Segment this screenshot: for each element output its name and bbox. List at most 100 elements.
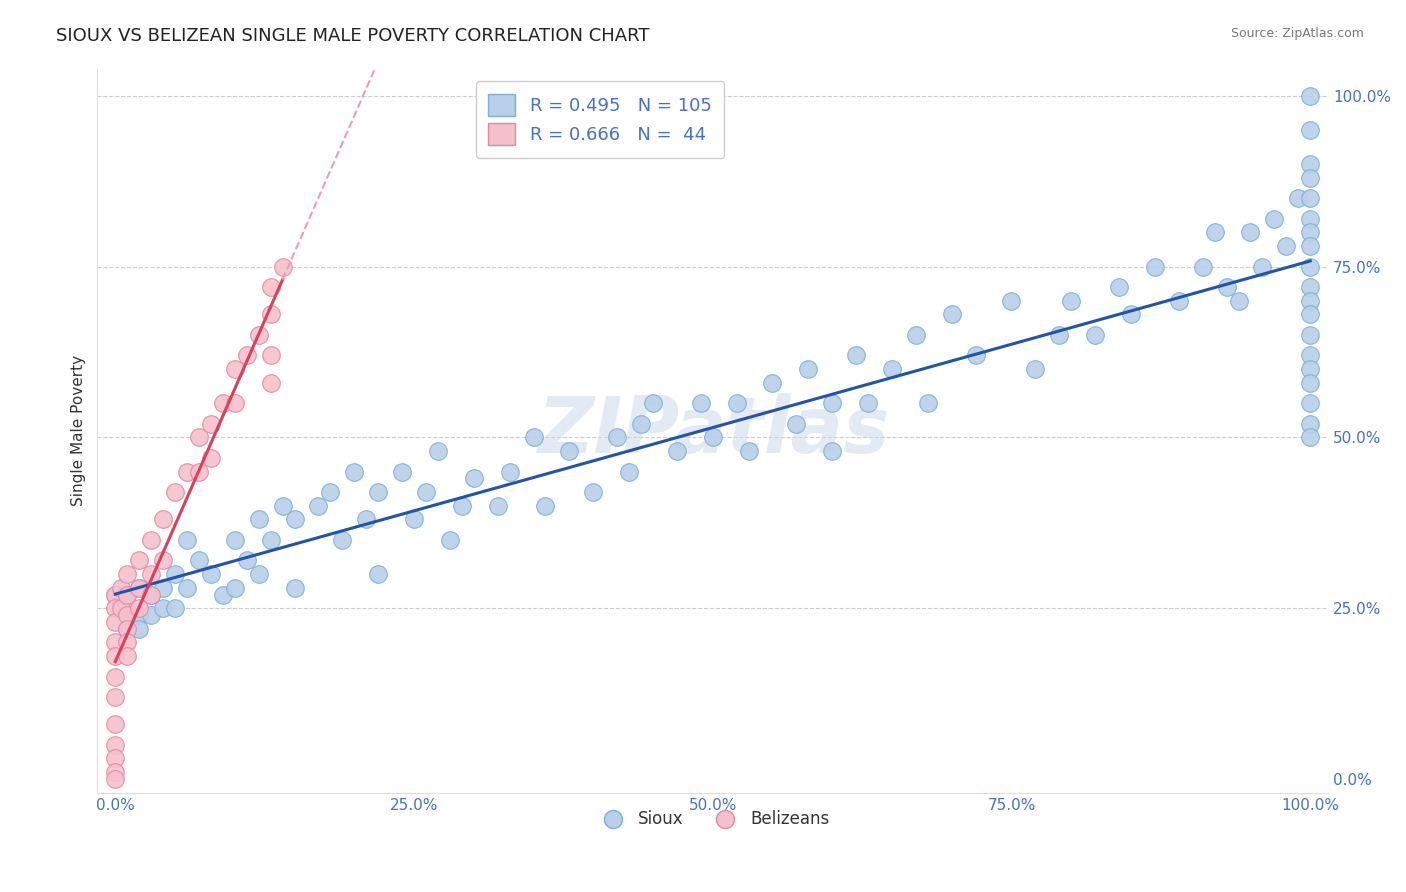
Point: [128, 581, 150, 595]
Point: [139, 567, 162, 582]
Point: [247, 567, 270, 582]
Point: [1299, 362, 1322, 376]
Point: [917, 396, 939, 410]
Point: [115, 622, 138, 636]
Point: [128, 601, 150, 615]
Y-axis label: Single Male Poverty: Single Male Poverty: [72, 355, 86, 506]
Point: [1299, 376, 1322, 390]
Text: ZIPatlas: ZIPatlas: [537, 392, 889, 468]
Point: [176, 533, 198, 547]
Point: [1299, 211, 1322, 226]
Point: [104, 601, 127, 615]
Point: [247, 512, 270, 526]
Point: [1239, 226, 1261, 240]
Point: [785, 417, 807, 431]
Point: [1275, 239, 1298, 253]
Text: Source: ZipAtlas.com: Source: ZipAtlas.com: [1230, 27, 1364, 40]
Point: [211, 396, 233, 410]
Point: [139, 608, 162, 623]
Point: [486, 499, 509, 513]
Point: [224, 396, 246, 410]
Point: [1000, 293, 1022, 308]
Point: [343, 465, 366, 479]
Point: [163, 567, 186, 582]
Point: [1299, 123, 1322, 137]
Point: [115, 648, 138, 663]
Point: [1299, 280, 1322, 294]
Point: [1263, 211, 1285, 226]
Point: [259, 376, 281, 390]
Point: [965, 348, 987, 362]
Point: [617, 465, 640, 479]
Point: [1299, 308, 1322, 322]
Point: [797, 362, 820, 376]
Point: [1299, 157, 1322, 171]
Point: [187, 553, 209, 567]
Point: [115, 588, 138, 602]
Point: [1299, 430, 1322, 444]
Point: [904, 328, 927, 343]
Point: [115, 608, 138, 623]
Point: [821, 444, 844, 458]
Point: [463, 471, 485, 485]
Point: [1299, 417, 1322, 431]
Point: [247, 328, 270, 343]
Point: [1251, 260, 1274, 274]
Point: [104, 635, 127, 649]
Point: [845, 348, 868, 362]
Point: [139, 533, 162, 547]
Point: [152, 553, 174, 567]
Point: [152, 512, 174, 526]
Point: [259, 308, 281, 322]
Point: [187, 430, 209, 444]
Point: [1084, 328, 1107, 343]
Point: [115, 635, 138, 649]
Point: [139, 588, 162, 602]
Point: [283, 512, 305, 526]
Point: [163, 601, 186, 615]
Point: [187, 465, 209, 479]
Point: [139, 588, 162, 602]
Point: [1143, 260, 1166, 274]
Point: [104, 717, 127, 731]
Point: [235, 553, 257, 567]
Point: [163, 485, 186, 500]
Point: [115, 601, 138, 615]
Point: [821, 396, 844, 410]
Point: [1299, 260, 1322, 274]
Point: [200, 567, 222, 582]
Point: [354, 512, 377, 526]
Point: [391, 465, 413, 479]
Point: [426, 444, 449, 458]
Point: [115, 588, 138, 602]
Point: [367, 567, 389, 582]
Point: [606, 430, 628, 444]
Point: [415, 485, 437, 500]
Point: [665, 444, 688, 458]
Point: [439, 533, 461, 547]
Point: [1215, 280, 1237, 294]
Point: [1108, 280, 1130, 294]
Point: [259, 533, 281, 547]
Point: [941, 308, 963, 322]
Point: [104, 669, 127, 683]
Point: [104, 738, 127, 752]
Point: [1299, 191, 1322, 205]
Point: [1167, 293, 1189, 308]
Point: [259, 280, 281, 294]
Point: [104, 588, 127, 602]
Point: [1299, 226, 1322, 240]
Point: [152, 601, 174, 615]
Point: [1047, 328, 1070, 343]
Point: [176, 581, 198, 595]
Point: [1299, 88, 1322, 103]
Point: [110, 601, 132, 615]
Point: [1299, 170, 1322, 185]
Point: [558, 444, 581, 458]
Point: [115, 567, 138, 582]
Point: [1119, 308, 1142, 322]
Point: [725, 396, 748, 410]
Point: [271, 499, 294, 513]
Point: [856, 396, 879, 410]
Point: [737, 444, 759, 458]
